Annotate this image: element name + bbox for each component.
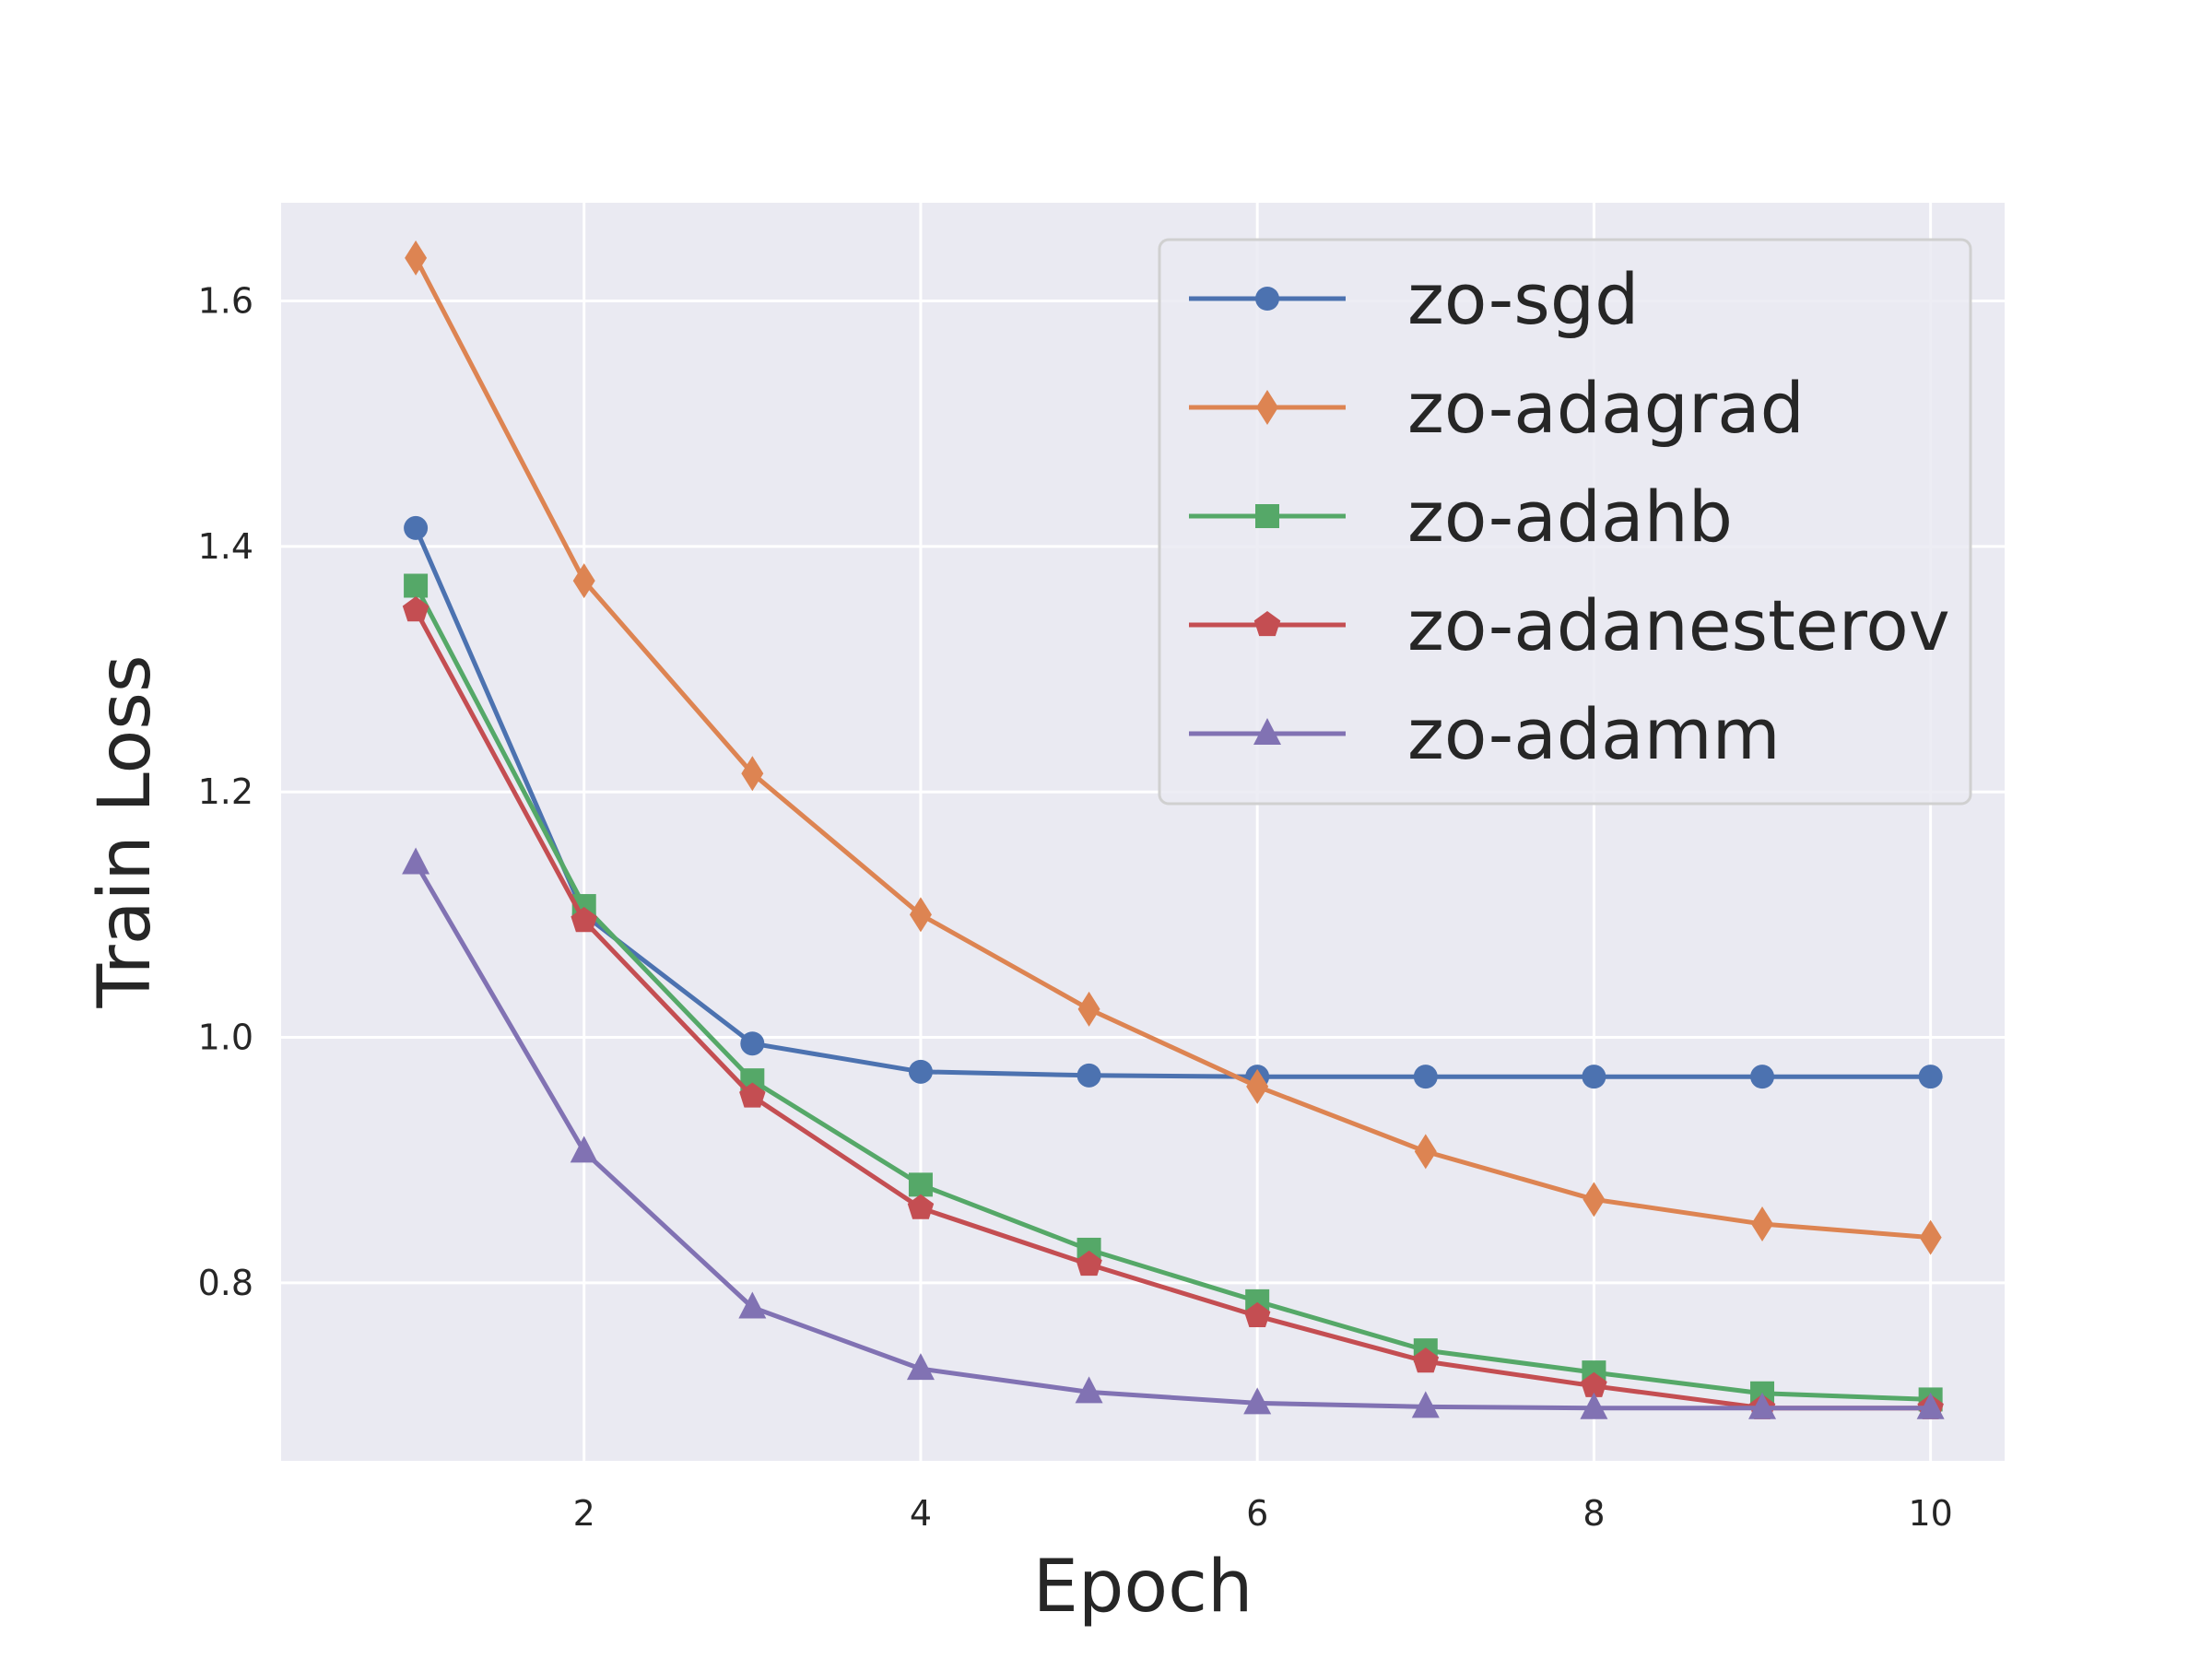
data-point-zo-sgd	[908, 1059, 933, 1084]
data-point-zo-adanesterov	[1581, 1371, 1607, 1397]
data-point-zo-adagrad	[741, 756, 764, 792]
data-point-zo-adahb	[404, 573, 429, 598]
data-point-zo-adagrad	[1583, 1182, 1606, 1218]
data-point-zo-adanesterov	[1412, 1347, 1440, 1373]
data-point-zo-adamm	[738, 1291, 767, 1319]
data-point-zo-adagrad	[1751, 1206, 1774, 1241]
legend-item: zo-adagrad	[1189, 367, 1805, 449]
data-point-zo-adagrad	[1077, 991, 1100, 1027]
data-point-zo-adanesterov	[571, 907, 597, 933]
series-line-zo-adamm	[413, 861, 1934, 1411]
data-point-zo-adanesterov	[739, 1082, 766, 1108]
data-point-zo-adahb	[908, 1172, 933, 1197]
data-point-zo-sgd	[1918, 1065, 1943, 1089]
series-zo-adagrad	[405, 240, 1942, 1255]
y-tick-label: 1.4	[198, 526, 253, 567]
legend-item: zo-adamm	[1189, 693, 1781, 775]
legend-label: zo-adamm	[1407, 693, 1781, 775]
legend-label: zo-adanesterov	[1407, 584, 1950, 666]
data-point-zo-adamm	[1916, 1392, 1945, 1419]
y-axis-title: Train Loss	[84, 654, 167, 1008]
legend-marker-zo-adagrad	[1256, 390, 1278, 425]
legend-label: zo-sgd	[1407, 258, 1639, 340]
data-point-zo-sgd	[1413, 1065, 1438, 1089]
data-point-zo-sgd	[1582, 1065, 1606, 1089]
data-point-zo-adamm	[906, 1353, 935, 1381]
data-point-zo-adagrad	[909, 897, 932, 933]
data-point-zo-sgd	[740, 1031, 765, 1056]
x-tick-label: 8	[1583, 1493, 1605, 1534]
y-tick-label: 1.6	[198, 281, 253, 322]
data-point-zo-adagrad	[405, 240, 428, 276]
data-point-zo-adagrad	[1246, 1068, 1269, 1104]
legend-item: zo-sgd	[1189, 258, 1639, 340]
data-point-zo-adagrad	[1414, 1134, 1437, 1170]
x-tick-label: 10	[1908, 1493, 1952, 1534]
x-tick-label: 2	[573, 1493, 595, 1534]
data-point-zo-adanesterov	[907, 1194, 935, 1219]
data-point-zo-adagrad	[1919, 1219, 1942, 1255]
series-layer	[402, 240, 1945, 1419]
series-line-zo-adagrad	[413, 255, 1934, 1241]
x-axis-title: Epoch	[1033, 1546, 1253, 1629]
data-point-zo-sgd	[1077, 1063, 1101, 1088]
series-zo-adamm	[402, 847, 1945, 1419]
series-zo-sgd	[404, 515, 1943, 1089]
legend-marker-zo-adanesterov	[1253, 611, 1281, 637]
y-tick-label: 1.0	[198, 1018, 253, 1058]
series-line-zo-adahb	[413, 583, 1934, 1402]
data-point-zo-adanesterov	[1076, 1250, 1102, 1277]
data-point-zo-sgd	[404, 515, 429, 540]
data-point-zo-adamm	[1411, 1391, 1440, 1418]
series-line-zo-sgd	[413, 525, 1934, 1079]
data-point-zo-adamm	[1748, 1392, 1777, 1419]
data-point-zo-adanesterov	[402, 596, 429, 622]
legend-item: zo-adanesterov	[1189, 584, 1950, 666]
legend-marker-zo-adamm	[1253, 718, 1281, 745]
legend-marker-zo-sgd	[1255, 287, 1279, 311]
data-point-zo-sgd	[1750, 1065, 1775, 1089]
series-line-zo-adanesterov	[413, 607, 1934, 1411]
data-point-zo-adamm	[402, 847, 430, 875]
data-point-zo-adamm	[1580, 1392, 1608, 1419]
y-tick-label: 1.2	[198, 771, 253, 812]
x-tick-label: 6	[1246, 1493, 1268, 1534]
y-tick-label: 0.8	[198, 1263, 253, 1303]
data-point-zo-adanesterov	[1243, 1301, 1271, 1327]
legend-label: zo-adahb	[1407, 476, 1733, 558]
legend-item: zo-adahb	[1189, 476, 1733, 558]
legend-marker-zo-adahb	[1255, 504, 1279, 528]
data-point-zo-adamm	[1243, 1387, 1272, 1415]
legend: zo-sgd zo-adagrad zo-adahb zo-adanesterov zo…	[1158, 238, 1972, 806]
legend-frame	[1158, 238, 1972, 806]
x-tick-label: 4	[910, 1493, 932, 1534]
data-point-zo-adamm	[1075, 1376, 1103, 1404]
legend-label: zo-adagrad	[1407, 367, 1805, 449]
data-point-zo-adamm	[570, 1135, 598, 1163]
tick-labels: 2 4 6 8 10 0.8 1.0 1.2 1.4 1.6	[198, 281, 1953, 1534]
data-point-zo-adagrad	[572, 563, 595, 599]
